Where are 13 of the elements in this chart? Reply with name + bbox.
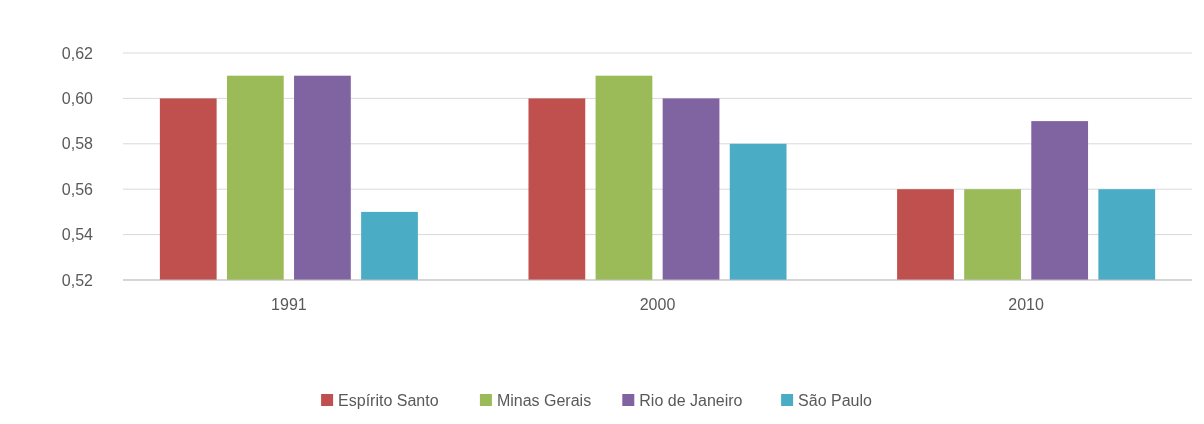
x-tick-label: 1991 xyxy=(271,296,307,313)
x-tick-label: 2010 xyxy=(1008,296,1045,313)
y-tick-label: 0,52 xyxy=(61,271,94,289)
x-tick-label: 2000 xyxy=(639,296,676,313)
y-tick-label: 0,62 xyxy=(61,44,94,62)
legend-label: Minas Gerais xyxy=(496,391,592,409)
y-tick-label: 0,58 xyxy=(61,135,94,153)
legend-label: Rio de Janeiro xyxy=(639,391,743,409)
y-tick-label: 0,60 xyxy=(61,90,94,107)
y-tick-label: 0,54 xyxy=(61,226,94,244)
legend-label: São Paulo xyxy=(798,391,873,409)
y-tick-label: 0,56 xyxy=(61,180,94,198)
legend-label: Espírito Santo xyxy=(338,391,439,409)
